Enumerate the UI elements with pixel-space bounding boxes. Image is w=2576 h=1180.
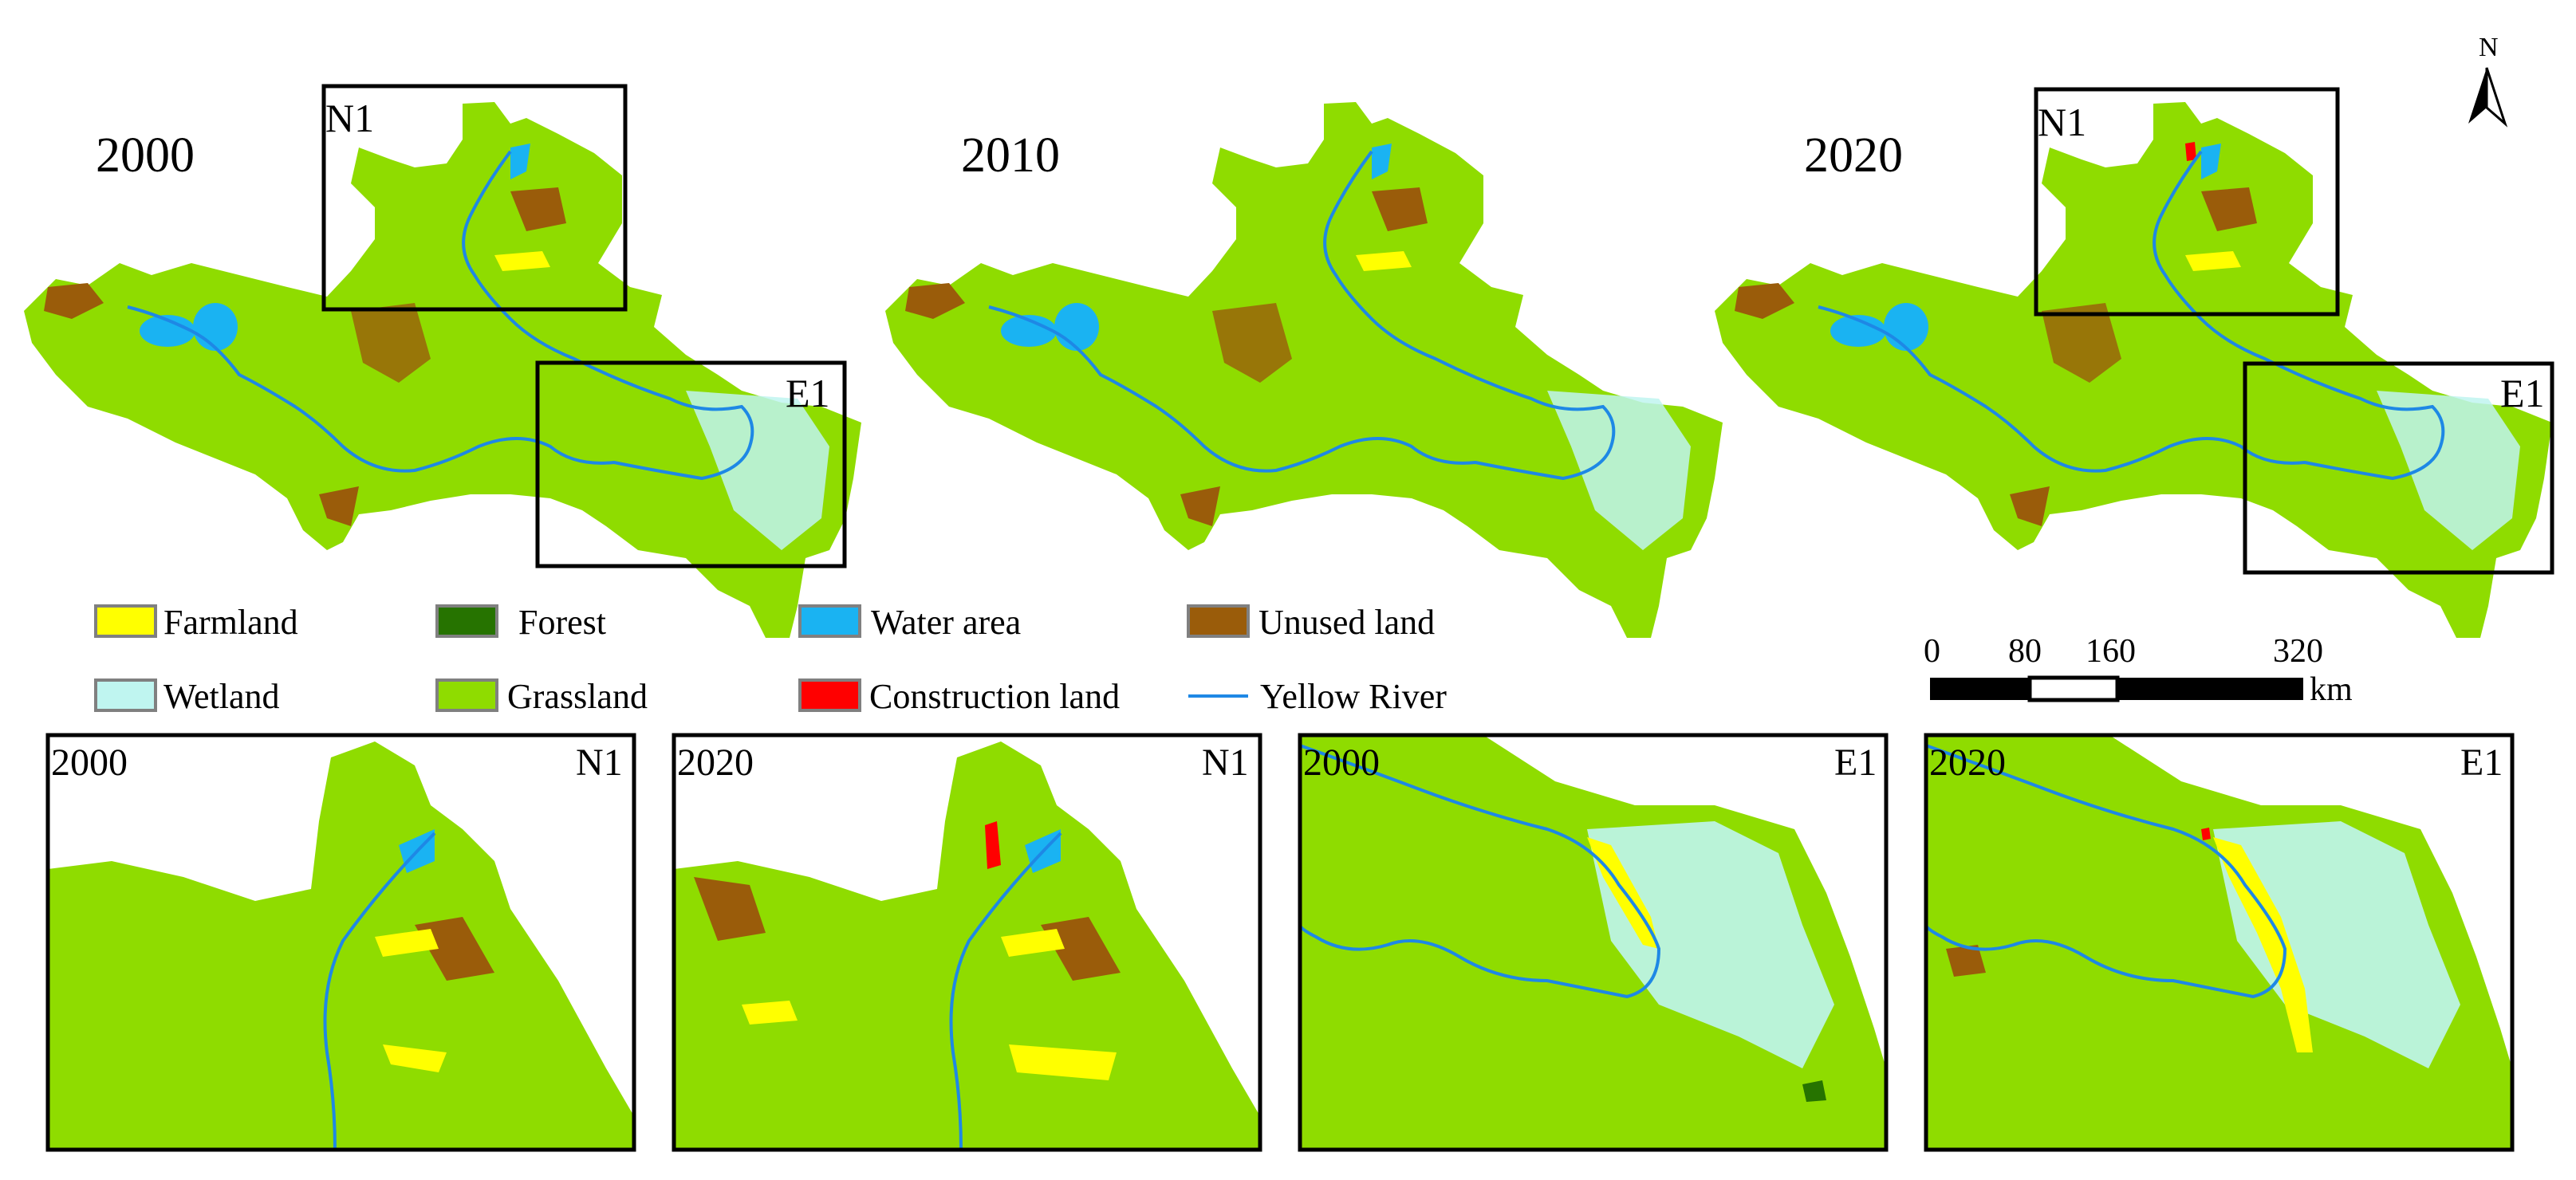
wetland-patch — [686, 391, 829, 550]
scale-tick-320: 320 — [2273, 633, 2323, 670]
inset-unused — [1946, 945, 1986, 977]
legend-item-unused: Unused land — [1187, 603, 1435, 642]
legend-item-forest: Forest — [435, 603, 606, 642]
legend-item-water: Water area — [798, 603, 1021, 642]
inset1-label: N1 — [576, 741, 623, 784]
lake — [140, 315, 195, 347]
unused-patch — [2042, 303, 2121, 383]
inset-construction — [2201, 828, 2211, 840]
unused-patch — [319, 486, 359, 526]
farmland-patch — [2185, 251, 2241, 271]
lake — [193, 303, 238, 351]
legend-label-water: Water area — [871, 603, 1021, 642]
inset-farmland — [742, 1001, 798, 1025]
inset3-label: E1 — [1834, 741, 1877, 784]
north-arrow-icon: N — [2468, 33, 2508, 128]
legend-label-grassland: Grassland — [507, 677, 648, 716]
inset-wetland — [2213, 821, 2460, 1068]
box-n1-label-2000: N1 — [325, 96, 374, 140]
lake — [1884, 303, 1928, 351]
inset-farmland — [383, 1044, 447, 1072]
inset-construction — [985, 821, 1001, 869]
box-n1-2020 — [2034, 87, 2340, 317]
water-patch — [1372, 144, 1392, 179]
legend-label-unused: Unused land — [1258, 603, 1435, 642]
legend-item-river: Yellow River — [1188, 677, 1447, 716]
box-n1-label-2020: N1 — [2038, 100, 2086, 144]
scale-tick-80: 80 — [2008, 633, 2042, 670]
inset1-year: 2000 — [51, 741, 128, 784]
wetland-patch — [1547, 391, 1691, 550]
farmland-patch — [494, 251, 550, 271]
inset-farmland — [2213, 837, 2313, 1052]
wetland-patch — [2377, 391, 2520, 550]
unused-patch — [351, 303, 431, 383]
scale-tick-160: 160 — [2086, 633, 2136, 670]
farmland-patch — [1356, 251, 1412, 271]
legend-label-river: Yellow River — [1260, 677, 1447, 716]
inset-n1-2020: 2020 N1 — [672, 733, 1262, 1152]
legend-label-wetland: Wetland — [163, 677, 280, 716]
year-label-2020: 2020 — [1804, 128, 1903, 183]
legend-item-wetland: Wetland — [94, 677, 280, 716]
year-label-2000: 2000 — [96, 128, 195, 183]
water-patch — [510, 144, 530, 179]
water-patch — [2201, 144, 2221, 179]
box-e1-2020 — [2243, 361, 2554, 575]
legend-item-construction: Construction land — [798, 677, 1120, 716]
inset-river — [323, 832, 436, 1150]
legend: Farmland Forest Water area Unused land W… — [94, 603, 1447, 716]
inset2-label: N1 — [1202, 741, 1249, 784]
inset2-year: 2020 — [677, 741, 754, 784]
scale-unit: km — [2310, 671, 2353, 708]
unused-patch — [510, 187, 566, 231]
box-e1-2000 — [535, 360, 847, 568]
lake — [1830, 315, 1886, 347]
legend-label-farmland: Farmland — [163, 603, 298, 642]
inset-unused — [694, 877, 766, 941]
inset-unused — [1041, 917, 1121, 981]
box-e1-label-2020: E1 — [2500, 371, 2545, 415]
inset-wetland — [1587, 821, 1834, 1068]
inset-e1-2000: 2000 E1 — [1298, 733, 1889, 1152]
unused-patch — [905, 283, 965, 319]
inset-farmland — [1009, 1044, 1117, 1080]
north-label: N — [2479, 33, 2499, 62]
inset-farmland — [1001, 929, 1065, 957]
map-2010: 2010 — [885, 102, 1723, 638]
unused-patch — [2201, 187, 2257, 231]
unused-patch — [1372, 187, 1428, 231]
inset4-label: E1 — [2460, 741, 2503, 784]
inset-n1-2000: 2000 N1 — [45, 733, 636, 1152]
unused-patch — [1735, 283, 1794, 319]
inset3-year: 2000 — [1303, 741, 1380, 784]
year-label-2010: 2010 — [961, 128, 1060, 183]
unused-patch — [2010, 486, 2050, 526]
legend-label-construction: Construction land — [869, 677, 1120, 716]
lake — [1001, 315, 1057, 347]
lake — [1054, 303, 1099, 351]
inset-forest — [1802, 1080, 1826, 1102]
scale-bar: 0 80 160 320 km — [1924, 633, 2353, 708]
box-e1-label-2000: E1 — [786, 371, 830, 415]
unused-patch — [1180, 486, 1220, 526]
legend-item-farmland: Farmland — [94, 603, 298, 642]
inset-e1-2020: 2020 E1 — [1924, 733, 2515, 1152]
unused-patch — [44, 283, 104, 319]
scale-tick-0: 0 — [1924, 633, 1940, 670]
legend-label-forest: Forest — [518, 603, 606, 642]
map-2000: 2000 N1 E1 — [24, 84, 861, 638]
inset-unused — [415, 917, 494, 981]
inset4-year: 2020 — [1929, 741, 2006, 784]
inset-river — [1300, 744, 1661, 999]
construction-patch — [2185, 142, 2196, 161]
box-n1-2000 — [321, 84, 628, 312]
inset-river — [1926, 744, 2287, 999]
inset-farmland — [375, 929, 439, 957]
unused-patch — [1212, 303, 1292, 383]
map-2020: 2020 N1 E1 — [1715, 87, 2554, 638]
inset-river — [949, 832, 1062, 1150]
legend-item-grassland: Grassland — [435, 677, 648, 716]
